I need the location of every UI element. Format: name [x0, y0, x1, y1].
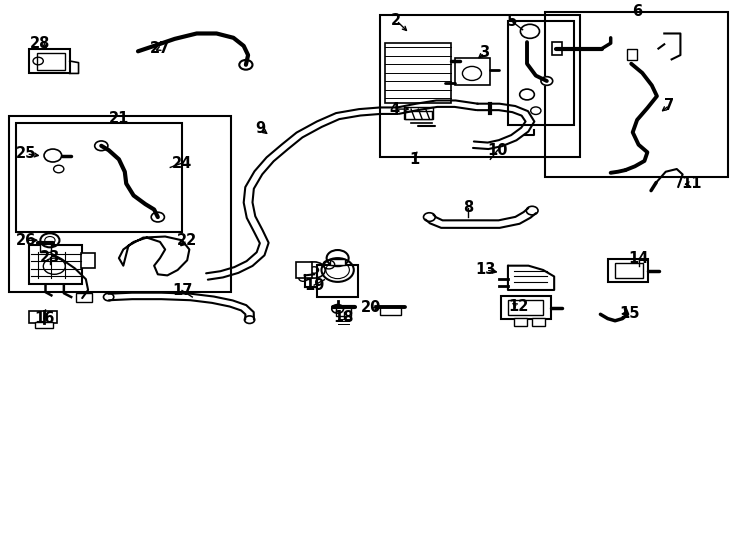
Text: 24: 24 — [172, 156, 192, 171]
Bar — [615, 263, 643, 278]
Text: 6: 6 — [632, 4, 642, 19]
Bar — [627, 49, 637, 60]
Circle shape — [541, 77, 553, 85]
Text: 2: 2 — [391, 13, 401, 28]
Text: 8: 8 — [463, 200, 473, 215]
Bar — [501, 296, 550, 319]
Bar — [608, 259, 648, 282]
Bar — [296, 262, 312, 278]
Bar — [330, 259, 345, 265]
Bar — [76, 293, 92, 302]
Bar — [508, 300, 543, 315]
Bar — [29, 49, 70, 73]
Bar — [40, 243, 51, 252]
Text: 9: 9 — [255, 121, 266, 136]
Text: 22: 22 — [177, 233, 197, 248]
Bar — [532, 318, 545, 326]
Text: 4: 4 — [390, 102, 400, 117]
Bar — [317, 265, 358, 297]
Bar — [336, 307, 351, 316]
Bar — [35, 322, 53, 328]
Text: 10: 10 — [487, 143, 508, 158]
Bar — [380, 307, 401, 315]
Bar — [552, 42, 562, 55]
Bar — [29, 245, 82, 284]
Bar — [404, 107, 433, 119]
Bar — [405, 111, 432, 119]
Text: 25: 25 — [16, 146, 37, 161]
Bar — [380, 15, 580, 157]
Text: 5: 5 — [507, 14, 517, 29]
Text: 21: 21 — [109, 111, 129, 126]
Bar — [385, 43, 451, 103]
Text: 11: 11 — [681, 176, 702, 191]
Text: 1: 1 — [410, 152, 420, 167]
Text: 19: 19 — [304, 278, 324, 293]
Circle shape — [95, 141, 108, 151]
Text: 15: 15 — [619, 306, 640, 321]
Bar — [545, 12, 728, 177]
Bar — [16, 123, 182, 232]
Text: 20: 20 — [360, 300, 381, 315]
Bar — [508, 21, 574, 125]
Text: 13: 13 — [476, 262, 496, 278]
Text: 14: 14 — [628, 251, 649, 266]
Text: 3: 3 — [479, 45, 490, 60]
Text: 16: 16 — [34, 311, 54, 326]
Bar — [37, 53, 65, 70]
Bar — [81, 253, 95, 268]
Text: 23: 23 — [40, 249, 60, 265]
Bar — [514, 318, 527, 326]
Circle shape — [151, 212, 164, 222]
Text: 27: 27 — [150, 41, 170, 56]
Text: 7: 7 — [664, 98, 675, 113]
Text: 28: 28 — [30, 36, 51, 51]
Circle shape — [239, 60, 252, 70]
Text: 12: 12 — [508, 299, 528, 314]
Text: 18: 18 — [333, 310, 354, 325]
Bar — [455, 58, 490, 85]
Text: 26: 26 — [15, 233, 36, 248]
Bar — [9, 116, 231, 292]
Text: 17: 17 — [172, 283, 192, 298]
Bar — [29, 311, 57, 323]
